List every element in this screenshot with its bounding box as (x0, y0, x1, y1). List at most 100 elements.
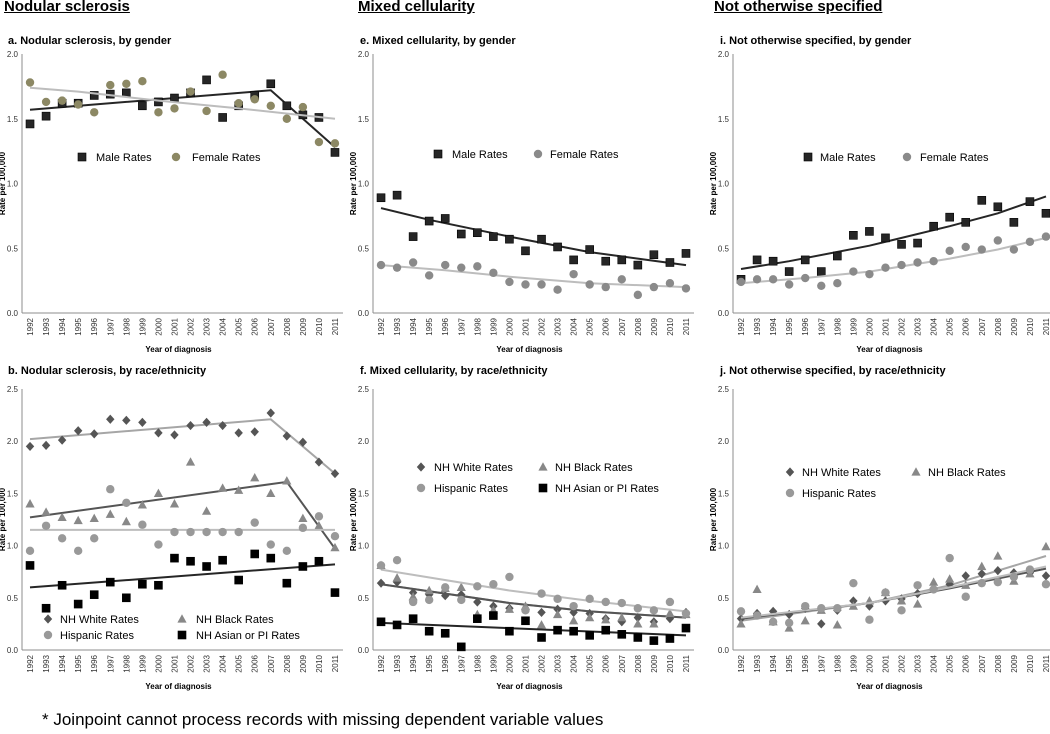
section-title-nos: Not otherwise specified (714, 0, 883, 15)
x-axis-label: Year of diagnosis (856, 345, 923, 354)
x-tick-label: 2001 (170, 317, 179, 335)
data-point (768, 275, 778, 284)
chart-title: j. Not otherwise specified, by race/ethn… (719, 365, 946, 377)
y-tick-label: 0.5 (358, 244, 370, 253)
legend-label: NH White Rates (434, 462, 513, 474)
y-tick-label: 2.0 (7, 50, 19, 59)
x-tick-label: 1997 (457, 654, 466, 672)
data-point (89, 513, 99, 523)
y-tick-label: 0.0 (358, 646, 370, 655)
data-point (865, 227, 874, 236)
data-point (585, 245, 594, 254)
data-point (41, 507, 51, 516)
data-point (505, 277, 514, 287)
x-tick-label: 1998 (473, 654, 482, 672)
data-point (105, 509, 115, 518)
data-point (849, 596, 858, 606)
chart-title: i. Not otherwise specified, by gender (720, 35, 912, 47)
x-tick-label: 2007 (618, 317, 627, 335)
data-point (202, 106, 211, 116)
x-tick-label: 1998 (833, 317, 842, 335)
data-point (153, 488, 164, 497)
data-point (41, 111, 51, 121)
trend-line (29, 480, 336, 550)
x-tick-label: 2008 (283, 317, 292, 335)
legend-marker (43, 614, 53, 624)
data-point (250, 427, 259, 437)
x-tick-label: 2009 (1010, 654, 1019, 672)
data-point (617, 617, 626, 627)
data-point (106, 80, 115, 90)
data-point (186, 420, 195, 431)
data-point (266, 488, 276, 497)
data-point (617, 630, 627, 639)
x-tick-label: 2000 (865, 654, 874, 672)
x-tick-label: 2002 (898, 317, 907, 335)
y-tick-label: 0.5 (718, 244, 730, 253)
data-point (202, 417, 211, 428)
x-tick-label: 1993 (42, 654, 51, 672)
data-point (250, 518, 259, 527)
x-tick-label: 1995 (785, 317, 794, 335)
legend-label: Female Rates (550, 149, 619, 161)
x-tick-label: 2006 (251, 317, 260, 335)
data-point (977, 245, 986, 254)
series-1 (736, 541, 1050, 632)
data-point (681, 623, 691, 633)
data-point (832, 620, 842, 629)
data-point (440, 214, 450, 223)
data-point (440, 628, 450, 638)
legend-marker (533, 149, 543, 159)
data-point (298, 102, 308, 112)
x-tick-label: 2003 (914, 317, 923, 335)
series-1 (736, 232, 1050, 291)
data-point (234, 428, 243, 438)
x-tick-label: 2005 (235, 317, 244, 335)
x-tick-label: 2011 (682, 654, 691, 672)
x-tick-label: 2007 (978, 317, 987, 335)
data-point (73, 426, 83, 436)
legend-label: Male Rates (452, 149, 508, 161)
y-tick-label: 1.5 (7, 115, 19, 124)
data-point (816, 267, 826, 276)
x-tick-label: 2005 (946, 317, 955, 335)
legend-marker (433, 149, 443, 159)
data-point (105, 577, 115, 587)
data-point (833, 279, 842, 288)
data-point (521, 616, 530, 626)
y-tick-label: 2.5 (7, 385, 19, 394)
y-axis-label: Rate per 100,000 (349, 487, 358, 551)
x-tick-label: 1999 (489, 317, 498, 335)
data-point (537, 607, 546, 618)
data-point (57, 534, 67, 543)
trend-line (29, 89, 336, 148)
data-point (929, 221, 938, 231)
x-tick-label: 1999 (489, 654, 498, 672)
data-point (865, 601, 874, 611)
y-axis-label: Rate per 100,000 (0, 487, 7, 551)
data-point (234, 527, 243, 537)
x-tick-label: 2003 (554, 317, 563, 335)
series-2 (736, 553, 1050, 628)
series-3 (376, 611, 691, 652)
data-point (784, 280, 794, 289)
data-point (569, 615, 579, 625)
x-tick-label: 1996 (441, 654, 450, 672)
chart-panel-a: a. Nodular sclerosis, by gender 0.0 0.5 1.0… (0, 35, 343, 354)
x-tick-label: 1994 (769, 654, 778, 672)
legend-marker (177, 614, 187, 623)
x-tick-label: 2010 (315, 317, 324, 335)
x-tick-label: 1993 (42, 317, 51, 335)
data-point (569, 269, 578, 279)
y-axis-label: Rate per 100,000 (0, 151, 7, 215)
data-point (408, 614, 418, 623)
series-1 (25, 70, 340, 148)
data-point (330, 139, 340, 148)
x-tick-label: 2011 (682, 317, 691, 335)
data-point (752, 611, 762, 620)
x-tick-label: 2004 (570, 654, 579, 672)
x-tick-label: 1994 (58, 654, 67, 672)
data-point (993, 566, 1003, 576)
x-tick-label: 2007 (267, 654, 276, 672)
trend-line (740, 565, 1047, 619)
